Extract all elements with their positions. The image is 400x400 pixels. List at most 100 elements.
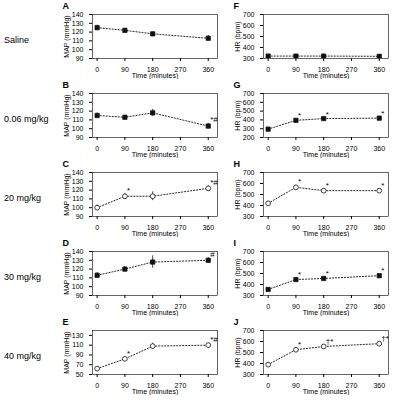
svg-text:0: 0 [266,66,270,73]
svg-text:360: 360 [373,382,385,389]
svg-text:600: 600 [243,99,255,106]
svg-text:90: 90 [292,303,300,310]
svg-text:360: 360 [373,145,385,152]
svg-text:Time (minutes): Time (minutes) [303,230,349,238]
svg-text:700: 700 [243,248,255,255]
svg-text:*: * [298,177,301,186]
svg-text:400: 400 [243,360,255,367]
svg-text:110: 110 [72,116,83,123]
svg-text:Time (minutes): Time (minutes) [132,309,178,317]
svg-text:H: H [234,159,241,169]
svg-text:90: 90 [121,382,129,389]
svg-text:*: * [381,109,384,118]
svg-text:500: 500 [243,349,255,356]
svg-text:Time (minutes): Time (minutes) [303,72,349,80]
svg-text:MAP (mmHg): MAP (mmHg) [63,252,71,294]
svg-text:110: 110 [72,195,83,202]
svg-text:J: J [234,317,239,327]
svg-text:120: 120 [72,265,84,272]
svg-text:120: 120 [72,28,84,35]
svg-text:HR (bpm): HR (bpm) [234,179,242,209]
svg-text:400: 400 [243,202,255,209]
svg-text:700: 700 [243,169,255,176]
svg-text:400: 400 [243,116,255,123]
svg-text:90: 90 [292,382,300,389]
svg-text:*: * [127,349,130,358]
svg-text:*: * [127,186,130,195]
svg-text:300: 300 [243,55,255,62]
svg-text:400: 400 [243,281,255,288]
svg-text:90: 90 [76,213,84,220]
svg-text:90: 90 [76,55,84,62]
svg-text:90: 90 [292,66,300,73]
svg-text:#: # [210,250,215,259]
svg-text:600: 600 [243,259,255,266]
svg-text:Time (minutes): Time (minutes) [132,230,178,238]
svg-text:HR (bpm): HR (bpm) [234,337,242,367]
svg-text:600: 600 [243,22,255,29]
svg-text:*: * [326,110,329,119]
svg-text:Time (minutes): Time (minutes) [132,151,178,159]
svg-text:0: 0 [266,382,270,389]
svg-text:90: 90 [292,224,300,231]
svg-text:100: 100 [72,46,84,53]
svg-text:100: 100 [72,204,84,211]
svg-text:500: 500 [243,33,255,40]
svg-text:HR (bpm): HR (bpm) [234,21,242,51]
svg-text:0: 0 [95,224,99,231]
svg-text:MAP (mmHg): MAP (mmHg) [63,173,71,215]
svg-text:360: 360 [202,224,214,231]
svg-text:0: 0 [266,145,270,152]
svg-text:*: * [326,269,329,278]
svg-text:130: 130 [72,257,84,264]
svg-text:360: 360 [202,303,214,310]
svg-text:C: C [63,159,70,169]
svg-text:E: E [63,317,69,327]
svg-text:90: 90 [76,134,84,141]
svg-text:*#: *# [210,335,218,344]
svg-text:*: * [326,181,329,190]
svg-text:360: 360 [202,382,214,389]
svg-text:140: 140 [72,248,84,255]
svg-text:0: 0 [95,145,99,152]
svg-text:700: 700 [243,327,255,334]
svg-text:90: 90 [121,66,129,73]
svg-text:0: 0 [95,382,99,389]
svg-text:Time (minutes): Time (minutes) [303,151,349,159]
svg-text:70: 70 [76,361,84,368]
svg-text:F: F [234,1,240,11]
svg-text:0: 0 [95,66,99,73]
svg-text:*: * [381,266,384,275]
svg-text:360: 360 [202,145,214,152]
svg-text:200: 200 [243,134,255,141]
svg-text:400: 400 [243,44,255,51]
svg-text:110: 110 [72,274,83,281]
svg-text:360: 360 [373,303,385,310]
svg-text:140: 140 [72,169,84,176]
svg-text:50: 50 [76,371,84,378]
svg-text:0: 0 [266,224,270,231]
svg-text:120: 120 [72,186,84,193]
svg-text:300: 300 [243,371,255,378]
svg-text:MAP (mmHg): MAP (mmHg) [63,331,71,373]
svg-text:G: G [234,80,241,90]
svg-text:110: 110 [72,37,83,44]
svg-text:90: 90 [121,145,129,152]
svg-text:B: B [63,80,70,90]
svg-text:130: 130 [72,99,84,106]
svg-text:*#: *# [210,178,218,187]
svg-text:700: 700 [243,11,255,18]
svg-text:HR (bpm): HR (bpm) [234,258,242,288]
svg-text:90: 90 [121,224,129,231]
svg-text:MAP (mmHg): MAP (mmHg) [63,94,71,136]
svg-text:I: I [234,238,237,248]
svg-text:0: 0 [266,303,270,310]
svg-text:300: 300 [243,125,255,132]
svg-text:Time (minutes): Time (minutes) [303,388,349,396]
svg-text:500: 500 [243,191,255,198]
svg-text:90: 90 [121,303,129,310]
svg-text:90: 90 [292,145,300,152]
svg-text:*: * [298,340,301,349]
svg-text:140: 140 [72,11,84,18]
svg-text:360: 360 [373,66,385,73]
